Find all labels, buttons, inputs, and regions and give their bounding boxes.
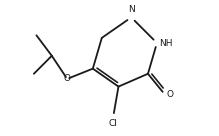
Text: NH: NH (159, 38, 173, 47)
Text: O: O (167, 90, 174, 99)
Text: Cl: Cl (109, 119, 118, 128)
Text: O: O (64, 74, 71, 83)
Text: N: N (128, 5, 135, 14)
